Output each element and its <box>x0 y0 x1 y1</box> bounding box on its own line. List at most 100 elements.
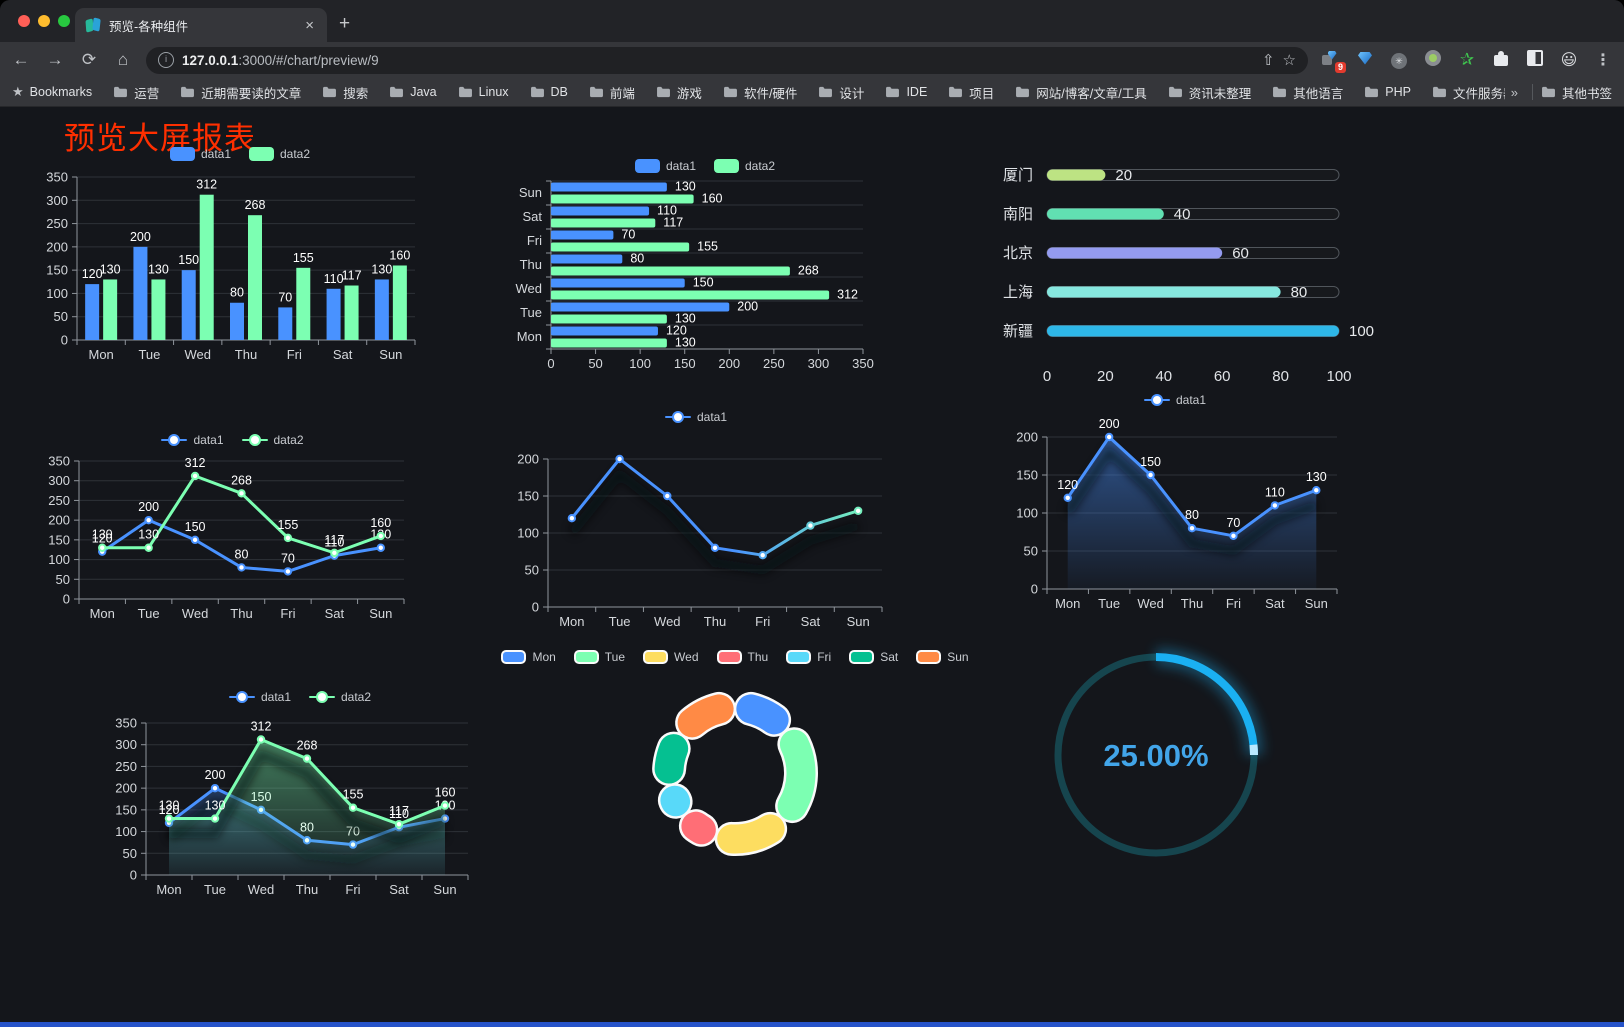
bookmark-folder[interactable]: 搜索 <box>322 83 368 102</box>
forward-icon[interactable]: → <box>46 50 64 69</box>
other-bookmarks-folder[interactable]: 其他书签 <box>1541 83 1612 102</box>
svg-text:200: 200 <box>130 230 151 244</box>
legend-label: data1 <box>696 410 728 424</box>
c2-canvas: Mon Tue Wed Thu Fri Sat Sun 0 50 100 150 200 250 300 3… <box>516 180 874 372</box>
bookmark-folder[interactable]: 项目 <box>948 83 994 102</box>
svg-text:160: 160 <box>370 516 391 530</box>
legend-item-data2[interactable]: data2 <box>309 690 371 704</box>
svg-text:130: 130 <box>100 262 121 276</box>
bookmark-folder[interactable]: PHP <box>1364 85 1411 99</box>
home-icon[interactable]: ⌂ <box>117 50 129 69</box>
bookmark-folder[interactable]: 文件服务器 <box>1432 83 1505 102</box>
bottom-accent-bar <box>0 1022 1624 1027</box>
svg-text:Thu: Thu <box>230 606 252 621</box>
legend-item-data1[interactable]: data1 <box>1143 393 1206 407</box>
legend-item-data2[interactable]: data2 <box>241 433 304 447</box>
site-info-icon[interactable]: i <box>158 52 174 68</box>
legend-item-data1[interactable]: data1 <box>664 410 728 424</box>
svg-text:350: 350 <box>852 356 874 371</box>
svg-text:南阳: 南阳 <box>1003 206 1033 223</box>
legend-item-Mon[interactable]: Mon <box>501 650 556 664</box>
legend-marker-icon <box>634 159 660 173</box>
maximize-window-button[interactable] <box>58 15 70 27</box>
bookmark-folder[interactable]: IDE <box>885 85 927 99</box>
close-window-button[interactable] <box>18 15 30 27</box>
extension-record-icon[interactable] <box>1422 50 1444 70</box>
bookmark-star-icon[interactable]: ☆ <box>1282 52 1296 69</box>
svg-text:50: 50 <box>123 846 137 861</box>
svg-text:Mon: Mon <box>1055 596 1080 611</box>
reload-icon[interactable]: ⟳ <box>81 50 97 69</box>
bookmark-folder-label: 近期需要读的文章 <box>201 86 302 101</box>
bookmarks-overflow-chevron[interactable]: » <box>1510 84 1518 100</box>
extension-star-icon[interactable]: ✰ <box>1459 50 1475 69</box>
bookmark-folder-label: 前端 <box>609 86 635 101</box>
new-tab-button[interactable]: + <box>339 13 351 34</box>
bookmark-folder-label: 运营 <box>134 86 160 101</box>
bookmark-folder[interactable]: Java <box>389 85 437 99</box>
svg-text:130: 130 <box>148 262 169 276</box>
legend-item-data1[interactable]: data1 <box>169 147 231 161</box>
legend-item-data1[interactable]: data1 <box>161 433 224 447</box>
svg-text:312: 312 <box>185 456 206 470</box>
extension-emoji-icon[interactable]: 😃 <box>1560 52 1578 69</box>
legend-item-Wed[interactable]: Wed <box>643 650 699 664</box>
legend-label: data1 <box>260 690 291 704</box>
bookmark-folder[interactable]: Linux <box>458 85 509 99</box>
legend-marker-icon <box>161 433 188 447</box>
legend-item-data2[interactable]: data2 <box>249 147 310 161</box>
share-icon[interactable]: ⇧ <box>1261 52 1275 69</box>
svg-text:80: 80 <box>1185 508 1199 522</box>
legend-label: Tue <box>604 650 626 664</box>
tab-close-icon[interactable]: × <box>305 16 314 34</box>
svg-text:Mon: Mon <box>517 329 542 344</box>
browser-tab[interactable]: 预览-各种组件 × <box>75 8 327 42</box>
svg-text:155: 155 <box>293 251 314 265</box>
legend-item-Sat[interactable]: Sat <box>849 650 898 664</box>
address-bar[interactable]: i 127.0.0.1:3000/#/chart/preview/9 ⇧ ☆ <box>146 46 1308 74</box>
bookmark-folder[interactable]: 近期需要读的文章 <box>180 83 301 102</box>
legend-item-Thu[interactable]: Thu <box>716 650 768 664</box>
legend-item-Tue[interactable]: Tue <box>573 650 626 664</box>
legend-marker-icon <box>169 147 195 161</box>
extension-puzzle-icon[interactable] <box>1490 50 1512 69</box>
svg-text:Fri: Fri <box>527 233 542 248</box>
folder-icon <box>589 86 604 98</box>
svg-text:250: 250 <box>48 493 70 508</box>
browser-menu-icon[interactable]: ⋮ <box>1595 52 1611 69</box>
bookmark-folder[interactable]: 软件/硬件 <box>723 83 797 102</box>
bookmark-folder[interactable]: 设计 <box>818 83 864 102</box>
svg-text:40: 40 <box>1155 368 1172 385</box>
extension-gem-icon[interactable] <box>1354 51 1376 69</box>
back-icon[interactable]: ← <box>12 50 30 69</box>
svg-text:160: 160 <box>389 248 410 262</box>
legend-item-Fri[interactable]: Fri <box>786 650 831 664</box>
extension-circle-icon[interactable]: ✳ <box>1388 51 1410 69</box>
bookmark-folder[interactable]: DB <box>530 85 568 99</box>
bookmark-folder[interactable]: 游戏 <box>656 83 702 102</box>
c4-canvas: 0 50 100 150 200 250 300 350 Mon Tue Wed Thu Fri Sat S… <box>48 454 405 621</box>
bookmark-folder[interactable]: 前端 <box>589 83 635 102</box>
bookmark-folder[interactable]: 网站/博客/文章/工具 <box>1015 83 1147 102</box>
bookmark-folder[interactable]: 资讯未整理 <box>1168 83 1251 102</box>
page-title: 预览大屏报表 <box>64 121 256 156</box>
extension-grid-icon[interactable]: 9 <box>1320 50 1346 73</box>
legend-item-data1[interactable]: data1 <box>634 159 696 173</box>
donut-chart: Mon Tue Wed Thu Fri Sat Sun <box>501 639 969 969</box>
bookmarks-root[interactable]: ★ Bookmarks <box>12 84 92 100</box>
svg-text:Tue: Tue <box>1098 596 1120 611</box>
legend-item-data2[interactable]: data2 <box>714 159 775 173</box>
extension-splitscreen-icon[interactable] <box>1524 50 1546 70</box>
folder-icon <box>948 86 963 98</box>
bookmark-folder[interactable]: 其他语言 <box>1272 83 1343 102</box>
svg-text:150: 150 <box>693 276 714 290</box>
svg-text:100: 100 <box>48 552 70 567</box>
legend-label: Sun <box>947 650 969 664</box>
tab-title: 预览-各种组件 <box>109 19 189 34</box>
bookmark-folder[interactable]: 运营 <box>113 83 159 102</box>
svg-text:155: 155 <box>277 518 298 532</box>
legend-item-data1[interactable]: data1 <box>228 690 291 704</box>
legend-item-Sun[interactable]: Sun <box>916 650 969 664</box>
minimize-window-button[interactable] <box>38 15 50 27</box>
